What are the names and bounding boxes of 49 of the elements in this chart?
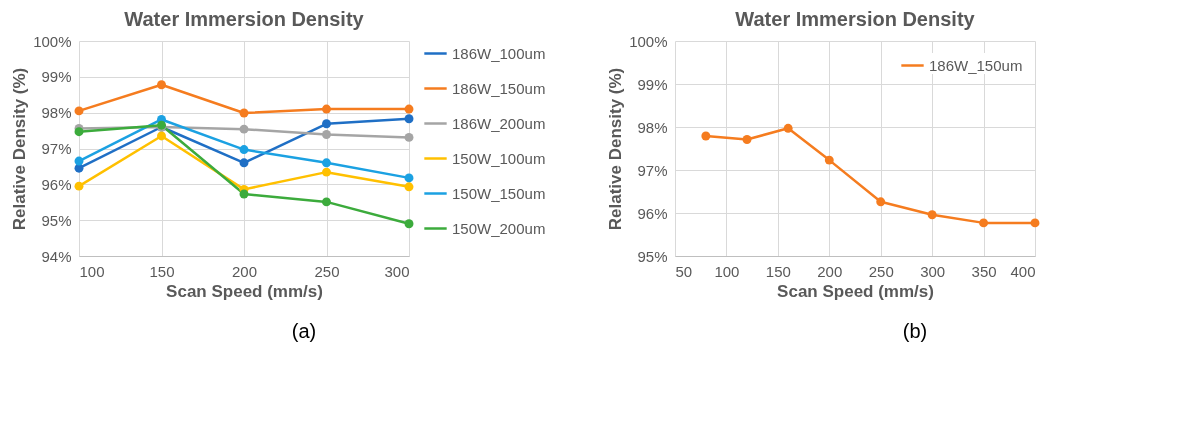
y-tick-label: 96% bbox=[41, 175, 72, 193]
x-axis-title: Scan Speed (mm/s) bbox=[166, 281, 323, 301]
legend-label: 186W_150um bbox=[452, 79, 546, 97]
x-tick-label: 250 bbox=[868, 262, 894, 280]
y-axis-title: Relative Density (%) bbox=[606, 67, 626, 231]
x-tick-label: 50 bbox=[675, 262, 693, 280]
legend-label: 186W_100um bbox=[452, 44, 546, 62]
x-axis-title: Scan Speed (mm/s) bbox=[777, 281, 934, 301]
x-tick-label: 300 bbox=[920, 262, 946, 280]
point bbox=[824, 155, 834, 165]
y-tick-label: 97% bbox=[41, 140, 72, 157]
point bbox=[783, 123, 793, 133]
y-tick-label: 95% bbox=[637, 247, 668, 265]
y-tick-label: 99% bbox=[637, 75, 668, 93]
x-tick-label: 200 bbox=[817, 262, 843, 280]
y-tick-label: 100% bbox=[33, 32, 72, 50]
y-tick-label: 95% bbox=[41, 211, 72, 229]
legend-label: 150W_100um bbox=[452, 149, 546, 167]
x-tick-label: 100 bbox=[79, 262, 105, 280]
x-tick-label: 150 bbox=[765, 262, 791, 280]
y-axis-title: Relative Density (%) bbox=[10, 67, 30, 231]
chart-title: Water Immersion Density bbox=[735, 8, 976, 30]
point bbox=[1030, 218, 1040, 228]
x-tick-label: 350 bbox=[971, 262, 997, 280]
chart-title: Water Immersion Density bbox=[124, 8, 365, 30]
legend-label: 186W_200um bbox=[452, 114, 546, 132]
x-tick-label: 300 bbox=[384, 262, 410, 280]
y-tick-label: 96% bbox=[637, 204, 668, 222]
y-tick-label: 100% bbox=[629, 32, 668, 50]
text: (b) bbox=[902, 320, 928, 342]
x-tick-label: 150 bbox=[149, 262, 175, 280]
y-tick-label: 94% bbox=[41, 247, 72, 265]
legend-label: 150W_200um bbox=[452, 219, 546, 237]
legend-label: 186W_150um bbox=[929, 56, 1023, 74]
point bbox=[979, 218, 989, 228]
x-tick-label: 250 bbox=[314, 262, 340, 280]
point bbox=[701, 131, 711, 141]
y-tick-label: 98% bbox=[637, 118, 668, 136]
point bbox=[876, 197, 886, 207]
point bbox=[927, 210, 937, 220]
y-tick-label: 97% bbox=[637, 161, 668, 179]
x-tick-label: 400 bbox=[1010, 262, 1036, 280]
x-tick-label: 100 bbox=[714, 262, 740, 280]
legend-label: 150W_150um bbox=[452, 184, 546, 202]
text: (a) bbox=[291, 320, 317, 342]
y-tick-label: 98% bbox=[41, 104, 72, 122]
point bbox=[742, 135, 752, 144]
x-tick-label: 200 bbox=[231, 262, 258, 280]
y-tick-label: 99% bbox=[41, 68, 72, 86]
